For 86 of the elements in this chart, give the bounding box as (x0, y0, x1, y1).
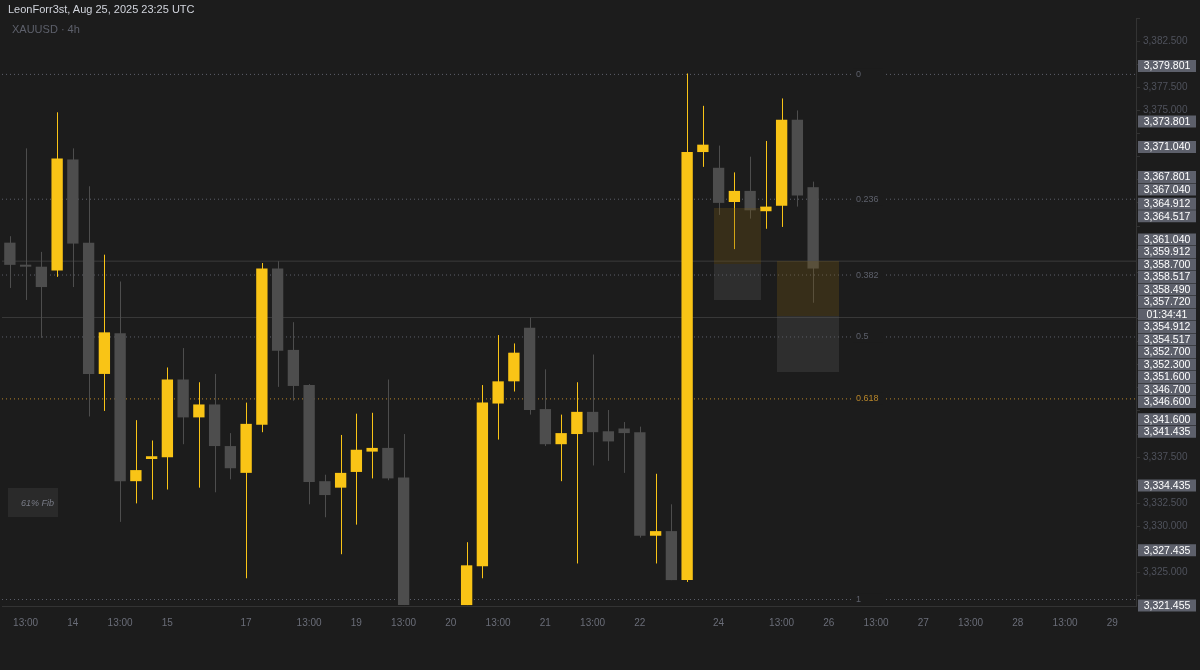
annotation: 0.5 (856, 331, 869, 342)
x-tick-label: 24 (713, 616, 725, 628)
candlestick (555, 414, 567, 482)
x-tick-label: 13:00 (863, 616, 890, 628)
text: 3,352.700 (1143, 345, 1191, 358)
text: LeonForr3st, Aug 25, 2025 23:25 UTC (8, 3, 195, 16)
x-tick-label: 13:00 (580, 616, 606, 628)
text: 3,373.801 (1143, 114, 1191, 127)
annotation: 0.618 (856, 393, 879, 404)
text: 3,346.600 (1143, 395, 1191, 408)
candlestick (319, 474, 331, 518)
y-tick-label: 3,330.000 (1143, 520, 1188, 532)
x-tick-label: 13:00 (13, 616, 39, 628)
x-tick-label: 13:00 (107, 616, 134, 628)
candlestick (19, 147, 32, 301)
x-tick-label: 22 (634, 616, 646, 628)
text: 3,367.801 (1143, 170, 1191, 183)
candlestick (224, 432, 237, 480)
x-tick-label: 28 (1012, 616, 1024, 628)
text: 3,371.040 (1143, 140, 1191, 153)
text: 3,361.040 (1143, 232, 1191, 245)
candlestick (728, 171, 741, 250)
x-tick-label: 20 (445, 616, 457, 628)
text: 3,352.300 (1143, 357, 1191, 370)
annotation: 0.236 (856, 193, 879, 204)
x-tick-label: 13:00 (958, 616, 984, 628)
candlestick (35, 251, 48, 339)
candlestick (697, 105, 709, 168)
candlestick (744, 156, 756, 220)
y-tick-label: 3,337.500 (1143, 450, 1188, 462)
text: 3,346.700 (1143, 382, 1191, 395)
y-tick-label: 3,325.000 (1143, 566, 1188, 578)
y-tick-label: 3,375.000 (1143, 104, 1188, 116)
annotation: 61% Fib (20, 497, 54, 508)
text: 3,364.912 (1143, 197, 1191, 210)
text: 3,351.600 (1143, 370, 1191, 383)
x-tick-label: 29 (1106, 616, 1119, 628)
text: 3,341.600 (1143, 412, 1191, 425)
candlestick (586, 354, 599, 466)
x-tick-label: 13:00 (485, 616, 512, 628)
x-tick-label: 13:00 (296, 616, 323, 628)
candlestick (334, 434, 347, 555)
y-tick-label: 3,377.500 (1143, 81, 1188, 93)
x-tick-label: 21 (539, 616, 552, 628)
text: 3,364.517 (1143, 209, 1191, 222)
text: 3,358.490 (1143, 282, 1191, 295)
x-tick-label: 13:00 (1052, 616, 1079, 628)
text: 3,358.517 (1143, 270, 1191, 283)
chart-title: XAUUSD · 4h (12, 23, 80, 36)
text: 3,367.040 (1143, 182, 1191, 195)
candlestick (571, 381, 583, 564)
text: 3,358.700 (1143, 257, 1191, 270)
text: 01:34:41 (1146, 307, 1188, 320)
x-tick-label: 17 (240, 616, 253, 628)
candlestick (193, 381, 205, 489)
text: 3,357.720 (1143, 295, 1191, 308)
x-tick-label: 14 (67, 616, 79, 628)
annotation: 0.382 (856, 269, 879, 280)
candlestick (602, 409, 615, 462)
candlestick (366, 412, 378, 479)
text: 3,334.435 (1143, 478, 1191, 491)
text: 3,359.912 (1143, 245, 1191, 258)
text: 3,354.912 (1143, 320, 1191, 333)
text: 3,327.435 (1143, 543, 1191, 556)
text: 3,354.517 (1143, 332, 1191, 345)
text: 3,379.801 (1143, 59, 1191, 72)
y-tick-label: 3,332.500 (1143, 497, 1188, 509)
x-tick-label: 15 (161, 616, 174, 628)
x-tick-label: 27 (917, 616, 930, 628)
candlestick (350, 413, 363, 526)
annotation: 0 (856, 68, 862, 79)
text: 3,341.435 (1143, 425, 1191, 438)
y-tick-label: 3,382.500 (1143, 34, 1188, 46)
candlestick (492, 334, 504, 441)
candlestick (145, 440, 158, 501)
annotation: 1 (856, 594, 862, 605)
candlestick (649, 473, 662, 564)
x-tick-label: 13:00 (391, 616, 417, 628)
x-tick-label: 13:00 (769, 616, 795, 628)
candlestick (4, 235, 16, 289)
text: 3,321.455 (1143, 598, 1191, 611)
candlestick (130, 419, 142, 504)
candlestick (618, 421, 630, 474)
candlestick (760, 140, 772, 230)
x-tick-label: 26 (823, 616, 835, 628)
x-tick-label: 19 (350, 616, 363, 628)
